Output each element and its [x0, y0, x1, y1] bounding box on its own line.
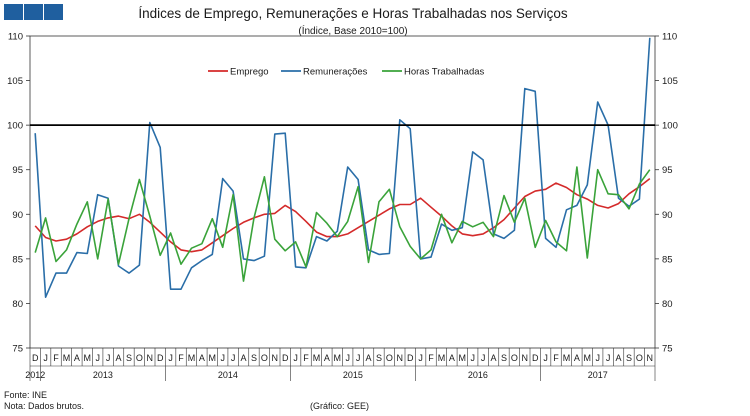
x-tick-label-month: O [261, 353, 268, 363]
x-tick-label-month: A [366, 353, 372, 363]
y-tick-label-right: 110 [662, 32, 677, 43]
x-tick-label-month: A [449, 353, 455, 363]
x-tick-label-year: 2014 [218, 370, 238, 380]
x-tick-label-month: J [106, 353, 111, 363]
logo-square-1 [4, 4, 23, 20]
chart-title: Índices de Emprego, Remunerações e Horas… [138, 6, 567, 21]
y-tick-label-right: 75 [662, 344, 673, 355]
y-tick-label-right: 85 [662, 254, 673, 265]
x-tick-label-month: M [209, 353, 217, 363]
x-tick-label-month: F [178, 353, 184, 363]
footer-source: Fonte: INE [4, 390, 47, 400]
x-tick-label-month: A [616, 353, 622, 363]
chart-subtitle: (Índice, Base 2010=100) [298, 24, 407, 37]
x-tick-label-month: J [470, 353, 475, 363]
footer-credit: (Gráfico: GEE) [310, 401, 369, 411]
x-tick-label-month: J [168, 353, 173, 363]
x-tick-label-month: M [438, 353, 446, 363]
x-tick-label-month: S [626, 353, 632, 363]
legend-label: Emprego [230, 67, 269, 78]
x-tick-label-month: M [584, 353, 592, 363]
logo-square-3 [44, 4, 63, 20]
x-tick-label-month: J [595, 353, 600, 363]
x-tick-label-month: J [231, 353, 236, 363]
x-tick-label-year: 2017 [588, 370, 608, 380]
x-tick-label-month: M [313, 353, 321, 363]
y-tick-label-left: 75 [12, 344, 23, 355]
x-tick-label-month: A [574, 353, 580, 363]
y-tick-label-left: 90 [12, 210, 23, 221]
x-tick-label-month: J [543, 353, 548, 363]
y-tick-label-left: 85 [12, 254, 23, 265]
x-tick-label-month: D [407, 353, 414, 363]
x-tick-label-year: 2013 [93, 370, 113, 380]
y-tick-label-right: 105 [662, 76, 678, 87]
y-tick-label-left: 100 [7, 121, 23, 132]
x-tick-label-month: S [251, 353, 257, 363]
x-tick-label-month: J [43, 353, 48, 363]
x-tick-label-month: N [647, 353, 654, 363]
x-tick-label-month: J [220, 353, 225, 363]
x-tick-label-month: O [386, 353, 393, 363]
x-tick-label-month: J [481, 353, 486, 363]
x-tick-label-month: M [63, 353, 71, 363]
x-tick-label-month: S [126, 353, 132, 363]
x-tick-label-month: A [74, 353, 80, 363]
series-line-horas-trabalhadas [34, 166, 651, 282]
x-tick-label-month: F [553, 353, 559, 363]
x-tick-label-month: S [501, 353, 507, 363]
x-tick-label-month: N [397, 353, 404, 363]
x-tick-label-month: D [282, 353, 289, 363]
series-line-remuneracoes [34, 37, 651, 299]
x-tick-label-month: O [136, 353, 143, 363]
x-tick-label-month: N [147, 353, 154, 363]
y-tick-label-right: 95 [662, 165, 673, 176]
x-tick-label-month: M [84, 353, 92, 363]
y-tick-label-right: 80 [662, 299, 673, 310]
x-tick-label-month: M [334, 353, 342, 363]
x-tick-label-year: 2015 [343, 370, 363, 380]
y-tick-label-left: 80 [12, 299, 23, 310]
x-tick-label-month: J [293, 353, 298, 363]
x-tick-label-month: O [511, 353, 518, 363]
series-line-emprego [34, 177, 651, 253]
x-tick-label-month: F [428, 353, 434, 363]
x-tick-label-month: N [272, 353, 279, 363]
x-tick-label-month: A [116, 353, 122, 363]
x-tick-label-month: J [606, 353, 611, 363]
x-tick-label-month: F [303, 353, 309, 363]
x-tick-label-month: J [345, 353, 350, 363]
y-tick-label-left: 95 [12, 165, 23, 176]
x-tick-label-year: 2016 [468, 370, 488, 380]
x-tick-label-year: 2012 [25, 370, 45, 380]
x-tick-label-month: A [491, 353, 497, 363]
x-tick-label-month: D [532, 353, 539, 363]
x-tick-label-month: O [636, 353, 643, 363]
plot-border [29, 35, 656, 349]
legend-label: Remunerações [303, 67, 368, 78]
x-tick-label-month: D [32, 353, 39, 363]
x-tick-label-month: A [324, 353, 330, 363]
x-tick-label-month: J [95, 353, 100, 363]
x-tick-label-month: S [376, 353, 382, 363]
x-tick-label-month: M [563, 353, 571, 363]
x-tick-label-month: J [418, 353, 423, 363]
y-tick-label-right: 90 [662, 210, 673, 221]
x-tick-label-month: A [199, 353, 205, 363]
x-tick-label-month: D [157, 353, 164, 363]
y-tick-label-left: 105 [7, 76, 23, 87]
logo-square-2 [24, 4, 43, 20]
footer-note: Nota: Dados brutos. [4, 401, 84, 411]
x-tick-label-month: J [356, 353, 361, 363]
x-tick-label-month: M [459, 353, 467, 363]
y-tick-label-right: 100 [662, 121, 678, 132]
x-tick-label-month: N [522, 353, 529, 363]
x-tick-label-month: A [241, 353, 247, 363]
x-tick-label-month: M [188, 353, 196, 363]
y-tick-label-left: 110 [8, 32, 23, 43]
legend-label: Horas Trabalhadas [404, 67, 485, 78]
x-tick-label-month: F [53, 353, 59, 363]
